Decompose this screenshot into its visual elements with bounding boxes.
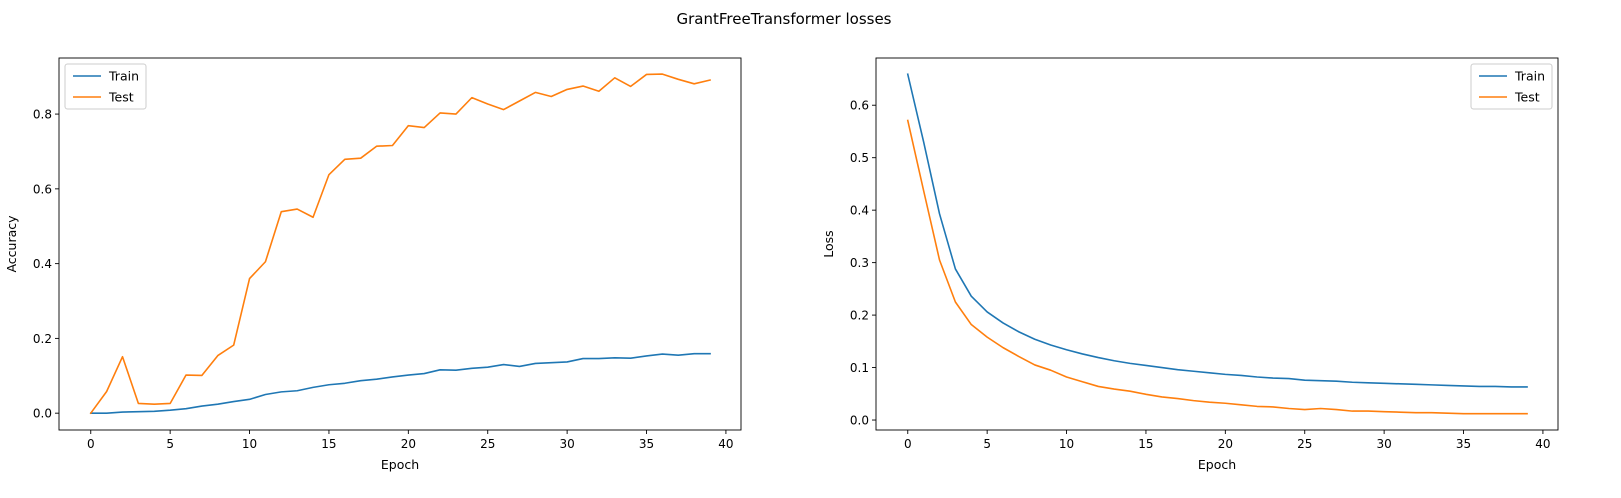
y-tick-label: 0.6 xyxy=(850,99,869,113)
series-line-train xyxy=(89,352,711,414)
x-axis-label: Epoch xyxy=(381,457,419,472)
legend-label-test: Test xyxy=(108,90,134,105)
x-tick-label: 10 xyxy=(1059,437,1074,451)
x-tick-label: 0 xyxy=(87,437,95,451)
x-tick-label: 25 xyxy=(480,437,495,451)
y-tick-label: 0.0 xyxy=(850,414,869,428)
y-tick-label: 0.6 xyxy=(33,182,52,196)
legend: Train Test xyxy=(64,63,147,110)
legend-label-train: Train xyxy=(1514,69,1545,84)
legend: Train Test xyxy=(1470,63,1553,110)
y-tick-label: 0.4 xyxy=(33,257,52,271)
series-line-test xyxy=(906,119,1528,415)
y-tick-label: 0.2 xyxy=(850,309,869,323)
y-tick-label: 0.8 xyxy=(33,108,52,122)
y-axis-label: Loss xyxy=(821,230,836,257)
y-tick-label: 0.3 xyxy=(850,256,869,270)
legend-label-train: Train xyxy=(108,69,139,84)
x-tick-label: 0 xyxy=(904,437,912,451)
accuracy-plot: 0 5 10 15 20 25 30 35 40 0.0 0.2 0.4 0.6 0.8 Epoch Accu… xyxy=(4,57,742,472)
axes-frame xyxy=(58,57,742,431)
x-tick-label: 20 xyxy=(401,437,416,451)
legend-label-test: Test xyxy=(1514,90,1540,105)
y-tick-label: 0.1 xyxy=(850,361,869,375)
x-tick-label: 5 xyxy=(983,437,991,451)
loss-plot: 0 5 10 15 20 25 30 35 40 0.0 0.1 0.2 0.3 0.4 0.5 0.6 Epo… xyxy=(821,57,1559,472)
y-tick-label: 0.5 xyxy=(850,151,869,165)
series-line-test xyxy=(89,73,712,415)
x-tick-label: 10 xyxy=(242,437,257,451)
series-lines xyxy=(906,73,1528,415)
y-tick-label: 0.4 xyxy=(850,204,869,218)
x-tick-label: 30 xyxy=(559,437,574,451)
x-tick-label: 20 xyxy=(1218,437,1233,451)
figure-title: GrantFreeTransformer losses xyxy=(677,10,892,28)
axes-frame xyxy=(875,57,1559,431)
x-tick-label: 35 xyxy=(1456,437,1471,451)
x-tick-label: 40 xyxy=(1535,437,1550,451)
x-tick-label: 15 xyxy=(1138,437,1153,451)
y-axis-label: Accuracy xyxy=(4,215,19,273)
y-tick-label: 0.0 xyxy=(33,407,52,421)
x-tick-label: 35 xyxy=(639,437,654,451)
x-tick-label: 40 xyxy=(718,437,733,451)
x-tick-label: 5 xyxy=(166,437,174,451)
x-tick-label: 30 xyxy=(1376,437,1391,451)
series-line-train xyxy=(906,73,1528,388)
y-tick-label: 0.2 xyxy=(33,332,52,346)
x-tick-label: 15 xyxy=(321,437,336,451)
x-axis-label: Epoch xyxy=(1198,457,1236,472)
series-lines xyxy=(89,73,712,415)
x-tick-label: 25 xyxy=(1297,437,1312,451)
